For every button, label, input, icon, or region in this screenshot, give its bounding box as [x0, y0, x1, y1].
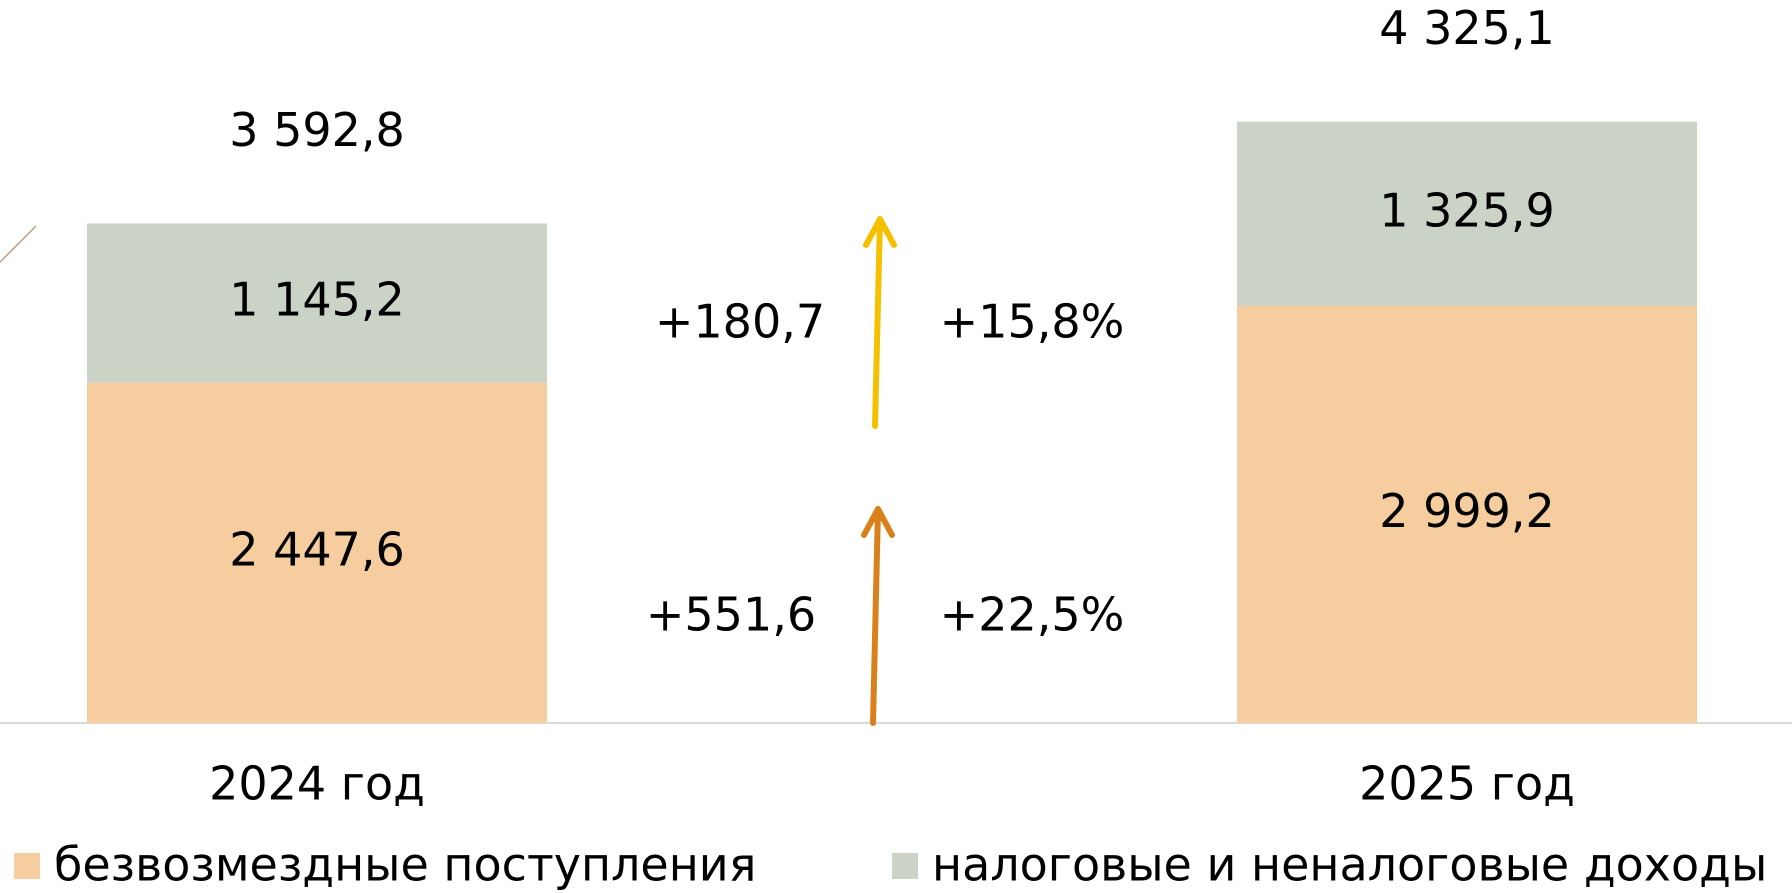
value-label: 2 447,6 — [229, 522, 405, 576]
x-tick-label: 2024 год — [209, 757, 425, 811]
decoration — [0, 225, 37, 263]
change-label: +180,7 — [655, 295, 825, 349]
change-percent: +15,8% — [940, 295, 1125, 349]
bar-segment — [87, 223, 547, 383]
bar-segment — [87, 382, 547, 723]
total-label: 4 325,1 — [1379, 1, 1555, 55]
legend-label: налоговые и неналоговые доходы — [932, 838, 1767, 892]
legend-swatch — [14, 853, 40, 879]
change-label: +551,6 — [646, 588, 816, 642]
value-label: 2 999,2 — [1379, 484, 1555, 538]
change-percent: +22,5% — [940, 588, 1125, 642]
value-label: 1 325,9 — [1379, 183, 1555, 237]
legend-label: безвозмездные поступления — [54, 838, 756, 892]
x-tick-label: 2025 год — [1359, 757, 1575, 811]
change-arrow — [861, 506, 895, 726]
total-label: 3 592,8 — [229, 103, 405, 157]
bar-segment — [1237, 305, 1697, 723]
legend-swatch — [892, 853, 918, 879]
value-label: 1 145,2 — [229, 273, 405, 327]
bar-segment — [1237, 121, 1697, 306]
change-arrow — [863, 216, 897, 429]
